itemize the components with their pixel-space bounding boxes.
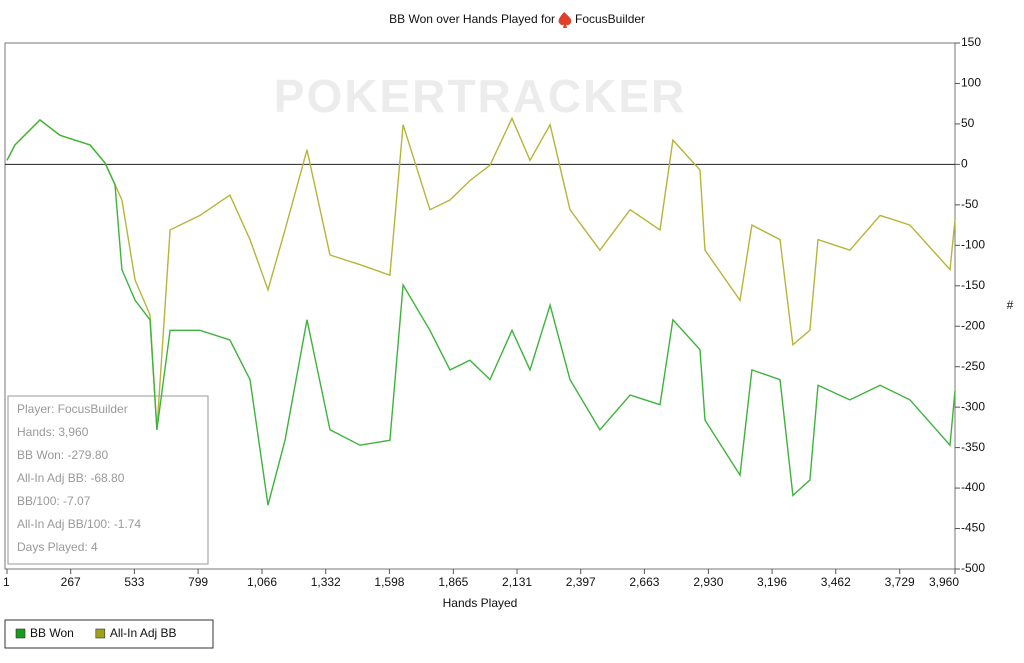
series-line [6,118,956,506]
y-tick-label: -100 [961,237,985,251]
stats-line: Player: FocusBuilder [17,402,128,416]
legend-box [4,619,214,649]
x-tick-label: 533 [124,575,144,589]
x-tick-label: 1,598 [374,575,404,589]
y-tick-label: -500 [961,561,985,575]
y-tick-label: -300 [961,399,985,413]
y-tick-label: -350 [961,440,985,454]
y-axis-label: # [1007,298,1014,312]
y-tick-label: 150 [961,35,981,49]
x-tick-label: 1 [3,575,10,589]
stats-line: BB/100: -7.07 [17,494,91,508]
x-tick-label: 799 [188,575,208,589]
plot-frame [4,42,956,570]
stats-box [7,395,209,565]
watermark: POKERTRACKER [274,70,686,122]
legend-label: BB Won [30,626,74,640]
legend-swatch [15,628,26,639]
spade-icon [558,12,572,28]
x-tick-label: 1,066 [247,575,277,589]
stats-line: Days Played: 4 [17,540,98,554]
y-tick-label: -50 [961,197,979,211]
legend-label: All-In Adj BB [110,626,177,640]
x-tick-label: 2,131 [502,575,532,589]
stats-line: All-In Adj BB: -68.80 [17,471,125,485]
stats-line: BB Won: -279.80 [17,448,108,462]
x-tick-label: 3,196 [757,575,787,589]
x-tick-label: 2,930 [693,575,723,589]
series-line [6,116,956,430]
x-tick-label: 1,332 [311,575,341,589]
y-tick-label: -150 [961,278,985,292]
y-tick-label: -400 [961,480,985,494]
x-tick-label: 267 [61,575,81,589]
y-tick-label: 0 [961,157,968,171]
x-tick-label: 3,462 [821,575,851,589]
chart-title: BB Won over Hands Played for [389,12,555,26]
y-tick-label: -200 [961,318,985,332]
legend-swatch [95,628,106,639]
y-tick-label: -250 [961,359,985,373]
y-tick-label: -450 [961,521,985,535]
x-tick-label: 1,865 [438,575,468,589]
x-axis-label: Hands Played [443,596,518,610]
x-tick-label: 3,960 [929,575,959,589]
chart-title-player: FocusBuilder [575,12,645,26]
stats-line: Hands: 3,960 [17,425,89,439]
x-tick-label: 2,663 [629,575,659,589]
x-tick-label: 3,729 [885,575,915,589]
y-tick-label: 50 [961,116,975,130]
y-tick-label: 100 [961,76,981,90]
stats-line: All-In Adj BB/100: -1.74 [17,517,141,531]
x-tick-label: 2,397 [566,575,596,589]
